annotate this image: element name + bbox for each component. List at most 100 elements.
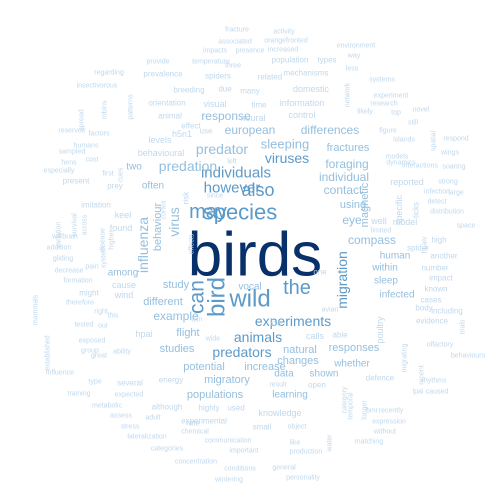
word-robins: robins: [102, 100, 109, 120]
word-responses: responses: [329, 342, 380, 354]
word-predators: predators: [212, 344, 271, 360]
word-aim: aim: [191, 317, 202, 324]
word-wintering: wintering: [214, 477, 243, 484]
word-related: related: [258, 73, 282, 82]
word-knowledge: knowledge: [258, 408, 301, 418]
word-several: several: [117, 379, 143, 388]
word-model: model: [393, 217, 418, 227]
word-bmr: bmr: [366, 408, 379, 415]
word-experiment: experiment: [374, 93, 409, 100]
word-likely: likely: [357, 109, 373, 116]
word-dynamics: dynamics: [386, 160, 416, 167]
word-like: like: [290, 440, 301, 447]
word-eye: eye: [342, 213, 362, 227]
word-migrating: migrating: [402, 344, 409, 373]
word-species: species: [203, 200, 278, 225]
word-therefore: therefore: [66, 300, 94, 307]
word-behaviours: behaviours: [451, 353, 486, 360]
word-concentration: concentration: [175, 459, 217, 466]
word-orientation: orientation: [148, 99, 185, 108]
word-islands: islands: [393, 137, 415, 144]
word-imitation: imitation: [81, 201, 111, 210]
word-especially: especially: [44, 168, 75, 175]
word-tested: tested: [74, 322, 93, 329]
word-systems: systems: [369, 77, 395, 84]
word-personality: personality: [286, 475, 320, 482]
word-predation: predation: [159, 158, 217, 174]
word-influence: influence: [46, 370, 74, 377]
word-formation: formation: [63, 278, 92, 285]
word-three: three: [225, 63, 241, 70]
word-neural: neural: [240, 113, 265, 123]
word-conditions: conditions: [224, 466, 256, 473]
word-important: important: [229, 448, 258, 455]
word-factors: factors: [88, 131, 110, 138]
word-individual: individual: [319, 170, 369, 184]
word-group: group: [81, 348, 99, 355]
word-study: study: [163, 279, 190, 291]
word-although: although: [152, 403, 183, 412]
word-breeding: breeding: [173, 86, 204, 95]
word-across: across: [82, 214, 89, 235]
word-type: type: [88, 379, 101, 386]
word-within: within: [371, 263, 398, 274]
word-brain: brain: [62, 234, 78, 241]
word-potential: potential: [183, 361, 225, 373]
word-training: training: [68, 391, 91, 398]
word-levels: levels: [148, 135, 172, 145]
word-individuals: individuals: [201, 165, 271, 182]
word-system: system: [101, 246, 108, 268]
word-exposed: exposed: [79, 338, 106, 345]
word-domestic: domestic: [293, 84, 330, 94]
word-infection: infection: [424, 189, 450, 196]
word-established: established: [45, 335, 52, 371]
word-cases: cases: [421, 296, 442, 305]
word-number: number: [421, 264, 448, 273]
word-birds: birds: [188, 221, 322, 290]
word-humans: humans: [74, 143, 99, 150]
word-shown: shown: [310, 369, 339, 380]
word-reported: reported: [390, 177, 424, 187]
word-highly: highly: [199, 404, 220, 413]
word-wings: wings: [440, 150, 459, 157]
word-result: result: [269, 382, 286, 389]
word-example: example: [153, 309, 199, 323]
word-many: many: [240, 87, 260, 96]
word-water: water: [327, 434, 334, 453]
word-use: use: [200, 127, 213, 136]
word-foraging: foraging: [325, 157, 368, 171]
word-h5n1: h5n1: [172, 129, 192, 139]
word-category: category: [342, 386, 349, 413]
word-calls: calls: [306, 331, 325, 341]
word-communication: communication: [204, 438, 251, 445]
word-stress: stress: [121, 424, 140, 431]
word-activity: activity: [273, 29, 295, 36]
word-expression: expression: [372, 419, 406, 426]
word-one: one: [313, 268, 327, 277]
word-variation: variation: [56, 222, 63, 249]
word-known: known: [424, 285, 447, 294]
word-rhythms: rhythms: [422, 378, 447, 385]
word-experimental: experimental: [181, 417, 227, 426]
word-prevalence: prevalence: [143, 70, 183, 79]
word-wind: wind: [114, 290, 134, 300]
word-fractures: fractures: [327, 142, 370, 154]
word-spatial: spatial: [431, 130, 438, 151]
word-including: including: [431, 307, 463, 316]
word-defence: defence: [366, 374, 395, 383]
word-metabolic: metabolic: [92, 403, 122, 410]
word-keel: keel: [115, 210, 132, 220]
word-higher: higher: [109, 230, 116, 250]
word-sleeping: sleeping: [261, 137, 309, 152]
word-spread: spread: [79, 109, 86, 131]
word-magnetic: magnetic: [359, 182, 371, 227]
word-poultry: poultry: [375, 316, 385, 344]
word-may: may: [189, 201, 227, 223]
word-left: left: [227, 159, 236, 166]
word-wide: wide: [205, 336, 221, 343]
word-recent: recent: [419, 365, 426, 385]
word-can: can: [186, 280, 209, 314]
word-migration: migration: [334, 251, 350, 309]
